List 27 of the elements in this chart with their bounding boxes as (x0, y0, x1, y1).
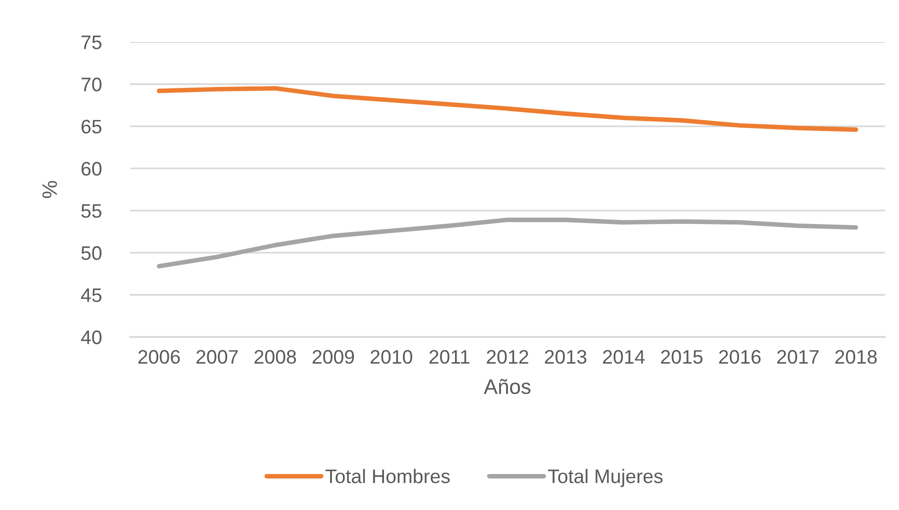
x-tick-label: 2012 (486, 350, 528, 364)
x-tick-label: 2018 (835, 350, 877, 364)
x-axis-title: Años (484, 378, 530, 394)
y-tick-label: 50 (81, 246, 102, 260)
line-series (156, 218, 858, 268)
x-tick-label: 2014 (603, 350, 645, 364)
y-tick-label: 65 (82, 120, 102, 134)
x-tick-label: 2009 (312, 350, 354, 364)
x-tick-label: 2006 (138, 350, 180, 364)
x-tick-label: 2010 (370, 350, 412, 364)
y-tick-label: 70 (82, 78, 102, 92)
x-tick-label: 2008 (254, 350, 296, 364)
y-tick-label: 55 (81, 204, 102, 218)
legend-label: Total Mujeres (548, 468, 663, 488)
y-tick-label: 60 (82, 162, 102, 176)
y-tick-label: 75 (82, 36, 102, 50)
y-tick-label: 40 (81, 330, 102, 344)
x-tick-label: 2011 (429, 350, 470, 364)
line-series (156, 86, 858, 132)
x-tick-label: 2007 (196, 350, 238, 364)
legend-label: Total Hombres (326, 468, 450, 484)
x-tick-label: 2016 (719, 350, 761, 364)
x-tick-label: 2015 (661, 350, 703, 364)
y-tick-label: 45 (81, 288, 102, 302)
x-tick-label: 2013 (544, 350, 586, 364)
x-tick-label: 2017 (777, 350, 819, 364)
y-axis-title: % (42, 180, 57, 198)
